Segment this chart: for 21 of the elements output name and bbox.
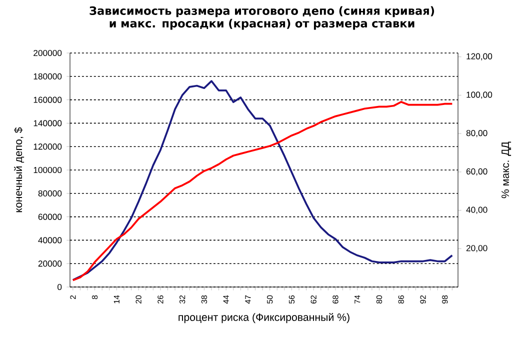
y2-axis-title: % макс. ДД [502,142,512,198]
chart-title: Зависимость размера итогового депо (синяя кривая) и макс. просадки (красная) от размера ставки [90,6,434,30]
x-axis-title: процент риска (Фиксированный %) [178,312,350,324]
y2-tick-label: 20,00 [466,245,488,252]
y-tick-label: 120000 [34,144,62,150]
y2-tick-label: 100,00 [466,92,492,99]
y2-tick-label: 120,00 [466,53,492,60]
y2-tick-label: 60,00 [466,168,488,176]
y-tick-label: 0 [58,284,62,290]
y-tick-label: 160000 [34,96,62,103]
y-tick-label: 100000 [34,166,62,174]
y-axis-title: конечный депо, $ [14,127,24,212]
y2-tick-label: 40,00 [466,206,488,214]
y-tick-label: 80000 [38,190,62,196]
y-tick-label: 40000 [38,237,62,244]
y-tick-label: 200000 [34,50,62,56]
y-tick-label: 180000 [34,73,62,80]
y2-tick-label: 80,00 [466,130,488,138]
y-tick-label: 20000 [38,260,62,267]
y-tick-label: 60000 [38,214,62,220]
y-tick-label: 140000 [34,120,62,126]
